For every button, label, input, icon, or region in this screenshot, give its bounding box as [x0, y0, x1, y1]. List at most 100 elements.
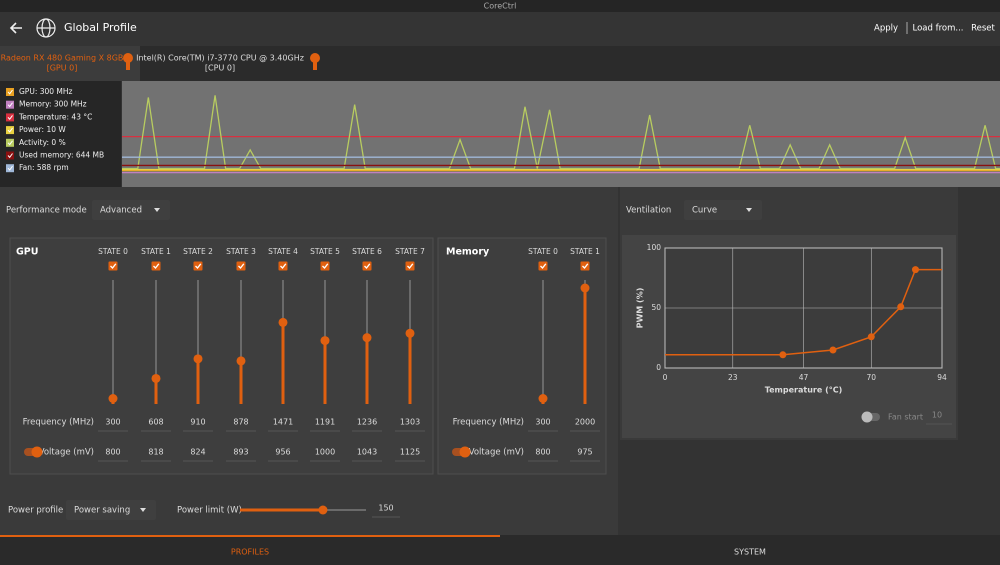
device-tab-label[interactable]: Intel(R) Core(TM) i7-3770 CPU @ 3.40GHz — [136, 54, 304, 63]
checkbox[interactable] — [236, 261, 246, 271]
legend-checkbox[interactable] — [6, 113, 14, 122]
slider-knob[interactable] — [236, 356, 246, 366]
x-tick-label: 47 — [799, 373, 809, 382]
device-tab-icon — [123, 53, 133, 63]
legend-label[interactable]: Fan: 588 rpm — [19, 163, 69, 172]
frequency-value[interactable]: 1191 — [315, 418, 335, 427]
bottom-tab[interactable]: SYSTEM — [734, 548, 766, 557]
ventilation-label: Ventilation — [626, 206, 671, 216]
legend-label[interactable]: Memory: 300 MHz — [19, 100, 87, 109]
legend-checkbox[interactable] — [6, 88, 14, 96]
legend-checkbox[interactable] — [6, 151, 14, 160]
slider-knob[interactable] — [108, 394, 118, 403]
legend-checkbox[interactable] — [6, 100, 14, 109]
header-action[interactable]: Load from... — [913, 24, 964, 34]
voltage-value[interactable]: 1043 — [357, 448, 377, 457]
checkbox[interactable] — [193, 261, 203, 271]
bottom-tab[interactable]: PROFILES — [231, 548, 269, 557]
frequency-value[interactable]: 608 — [148, 418, 163, 427]
panel-title: GPU — [16, 247, 38, 258]
legend-label[interactable]: Power: 10 W — [19, 125, 66, 134]
frequency-value[interactable]: 1303 — [400, 418, 420, 427]
frequency-value[interactable]: 1236 — [357, 418, 377, 427]
active-device-tab[interactable] — [0, 46, 140, 81]
performance-mode-label: Performance mode — [6, 206, 87, 216]
curve-point[interactable] — [867, 333, 875, 341]
checkbox[interactable] — [405, 261, 415, 271]
checkmark — [7, 89, 13, 95]
device-tab-label[interactable]: Radeon RX 480 Gaming X 8GB — [1, 54, 124, 63]
legend-checkbox[interactable] — [6, 126, 14, 135]
slider-knob[interactable] — [538, 394, 548, 403]
page-title: Global Profile — [64, 21, 137, 34]
sensor-line — [122, 95, 1000, 170]
slider-knob[interactable] — [580, 283, 590, 293]
voltage-value[interactable]: 975 — [577, 448, 592, 457]
ventilation-dropdown[interactable] — [684, 200, 762, 220]
voltage-value[interactable]: 1000 — [315, 448, 335, 457]
slider-knob[interactable] — [320, 336, 330, 346]
voltage-value[interactable]: 800 — [535, 448, 550, 457]
slider-knob[interactable] — [405, 328, 415, 338]
x-axis-label: Temperature (°C) — [765, 386, 843, 395]
x-tick-label: 70 — [867, 373, 877, 382]
state-label: STATE 2 — [183, 247, 213, 256]
legend-checkbox[interactable] — [6, 138, 14, 147]
frequency-value[interactable]: 1471 — [273, 418, 293, 427]
frequency-value[interactable]: 300 — [105, 418, 120, 427]
curve-point[interactable] — [911, 266, 919, 274]
checkmark — [7, 165, 13, 171]
slider-knob[interactable] — [193, 354, 203, 364]
voltage-value[interactable]: 1125 — [400, 448, 420, 457]
curve-point[interactable] — [829, 346, 837, 354]
voltage-value[interactable]: 824 — [190, 448, 205, 457]
checkmark — [540, 263, 547, 269]
legend-label[interactable]: GPU: 300 MHz — [19, 87, 73, 96]
back-button[interactable] — [9, 22, 22, 34]
x-tick-label: 94 — [937, 373, 947, 382]
toggle-knob — [31, 446, 43, 458]
legend-label[interactable]: Activity: 0 % — [19, 138, 66, 147]
frequency-value[interactable]: 300 — [535, 418, 550, 427]
y-tick-label: 50 — [651, 303, 661, 312]
curve-point[interactable] — [779, 351, 787, 359]
voltage-value[interactable]: 800 — [105, 448, 120, 457]
voltage-value[interactable]: 893 — [233, 448, 248, 457]
fan-start-value[interactable]: 10 — [932, 411, 942, 420]
device-tab-label[interactable]: [GPU 0] — [47, 64, 78, 73]
checkbox[interactable] — [580, 261, 590, 271]
checkbox[interactable] — [538, 261, 548, 271]
frequency-label: Frequency (MHz) — [23, 418, 94, 428]
curve-point[interactable] — [897, 303, 905, 311]
performance-mode-dropdown[interactable] — [92, 200, 170, 220]
slider-knob[interactable] — [318, 505, 328, 515]
frequency-value[interactable]: 878 — [233, 418, 248, 427]
power-profile-dropdown[interactable] — [66, 500, 156, 520]
legend-checkbox[interactable] — [6, 164, 14, 173]
checkbox[interactable] — [151, 261, 161, 271]
slider-knob[interactable] — [278, 317, 288, 327]
header-action[interactable]: Reset — [971, 24, 995, 34]
checkbox[interactable] — [320, 261, 330, 271]
voltage-value[interactable]: 956 — [275, 448, 290, 457]
active-bottom-tab-indicator — [0, 535, 500, 537]
device-tab-icon-base — [126, 62, 130, 70]
slider-knob[interactable] — [151, 373, 161, 383]
device-tab-label[interactable]: [CPU 0] — [205, 64, 235, 73]
checkbox[interactable] — [278, 261, 288, 271]
x-tick-label: 0 — [663, 373, 668, 382]
checkbox[interactable] — [108, 261, 118, 271]
power-limit-value[interactable]: 150 — [378, 504, 393, 513]
legend-label[interactable]: Temperature: 43 °C — [18, 112, 92, 121]
frequency-value[interactable]: 2000 — [575, 418, 595, 427]
voltage-value[interactable]: 818 — [148, 448, 163, 457]
header-action[interactable]: Apply — [874, 24, 898, 34]
frequency-value[interactable]: 910 — [190, 418, 205, 427]
slider-knob[interactable] — [362, 333, 372, 343]
checkbox[interactable] — [362, 261, 372, 271]
ventilation-dropdown-value: Curve — [692, 206, 717, 216]
legend-label[interactable]: Used memory: 644 MB — [19, 151, 104, 160]
checkmark — [407, 263, 414, 269]
state-label: STATE 7 — [395, 247, 425, 256]
voltage-label: Voltage (mV) — [469, 448, 524, 458]
